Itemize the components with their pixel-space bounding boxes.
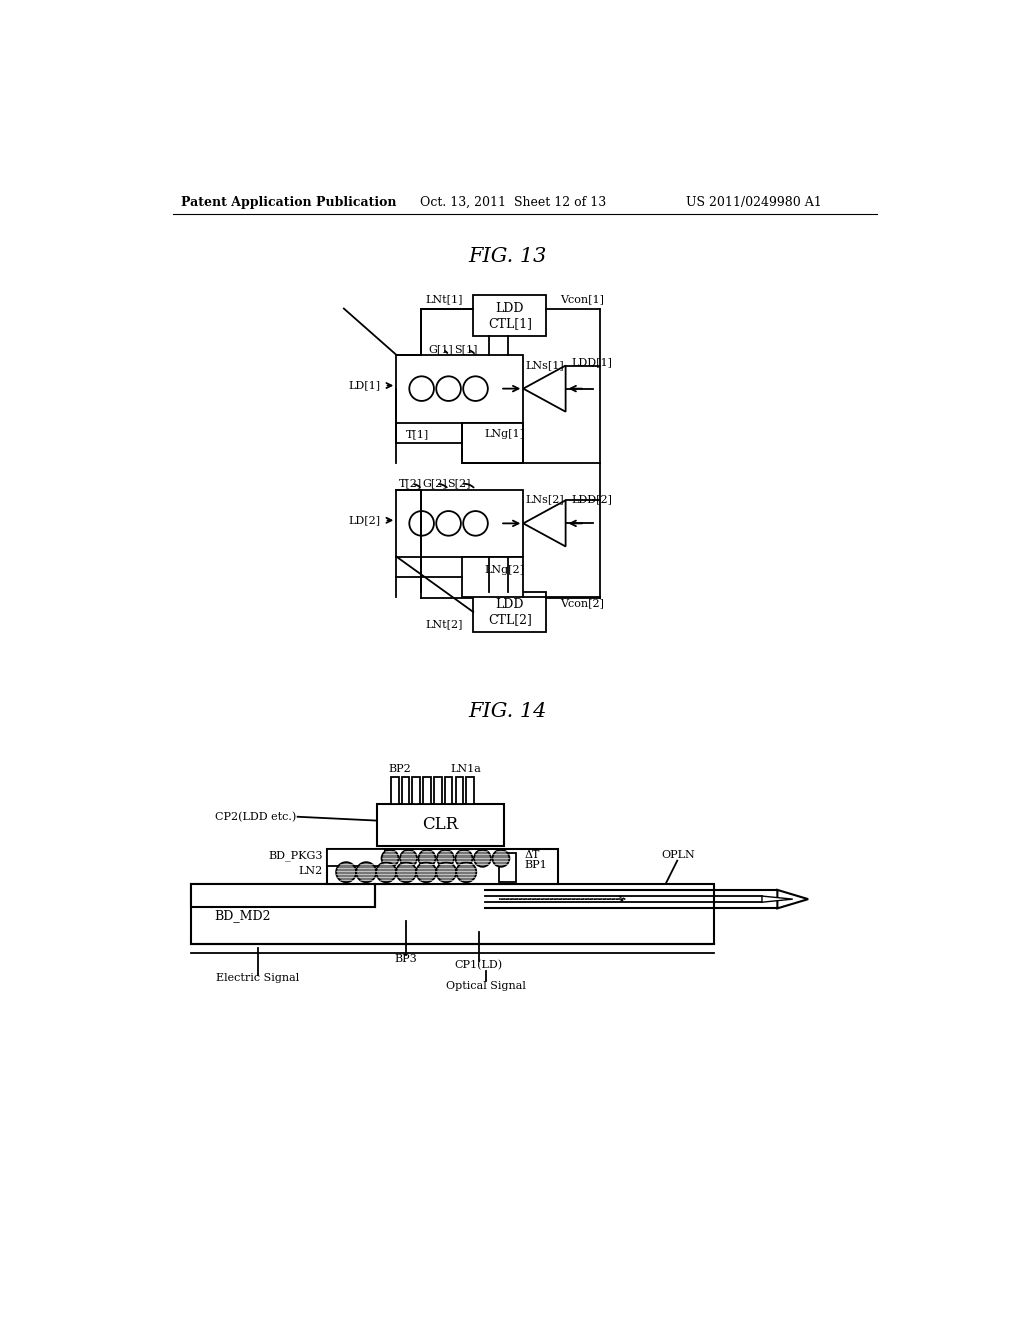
Bar	[473, 296, 547, 335]
Text: BP2: BP2	[389, 764, 412, 774]
Circle shape	[474, 850, 490, 867]
Circle shape	[457, 862, 476, 882]
Bar	[377, 804, 504, 846]
Text: ΔT: ΔT	[524, 850, 541, 861]
Text: LDD[1]: LDD[1]	[571, 358, 612, 367]
Text: G[2]: G[2]	[422, 478, 447, 488]
Bar	[456, 776, 463, 804]
Bar	[190, 884, 714, 944]
Text: S[2]: S[2]	[447, 478, 471, 488]
Text: BD_PKG3: BD_PKG3	[268, 850, 323, 861]
Bar	[434, 776, 441, 804]
Text: CTL[1]: CTL[1]	[487, 317, 531, 330]
Text: LNg[2]: LNg[2]	[484, 565, 524, 576]
Text: Electric Signal: Electric Signal	[216, 973, 299, 983]
Text: BP3: BP3	[395, 954, 418, 964]
Text: LNt[1]: LNt[1]	[426, 294, 463, 305]
Text: CTL[2]: CTL[2]	[487, 612, 531, 626]
Text: Oct. 13, 2011  Sheet 12 of 13: Oct. 13, 2011 Sheet 12 of 13	[420, 195, 606, 209]
Circle shape	[436, 862, 457, 882]
Bar	[413, 776, 420, 804]
Circle shape	[437, 850, 454, 867]
Circle shape	[356, 862, 376, 882]
Bar	[327, 849, 385, 866]
Circle shape	[396, 862, 416, 882]
Bar	[396, 355, 523, 422]
Text: LNg[1]: LNg[1]	[484, 429, 524, 440]
Text: LN2: LN2	[299, 866, 323, 875]
Text: OPLN: OPLN	[662, 850, 695, 861]
Circle shape	[336, 862, 356, 882]
Bar	[423, 776, 431, 804]
Text: LDD[2]: LDD[2]	[571, 495, 612, 504]
Bar	[462, 422, 523, 462]
Text: Vcon[1]: Vcon[1]	[560, 294, 604, 305]
Circle shape	[493, 850, 509, 867]
Text: LNs[1]: LNs[1]	[525, 360, 564, 370]
Circle shape	[416, 862, 436, 882]
Polygon shape	[762, 896, 793, 903]
Text: BP1: BP1	[524, 861, 548, 870]
Text: FIG. 13: FIG. 13	[469, 247, 547, 267]
Text: T[1]: T[1]	[407, 429, 429, 440]
Bar	[444, 776, 453, 804]
Text: CP2(LDD etc.): CP2(LDD etc.)	[215, 812, 296, 822]
Text: G[1]: G[1]	[428, 345, 454, 354]
Text: FIG. 14: FIG. 14	[469, 702, 547, 721]
Text: Vcon[2]: Vcon[2]	[560, 598, 604, 609]
Circle shape	[400, 850, 417, 867]
Bar	[391, 776, 398, 804]
Text: LDD: LDD	[496, 302, 524, 315]
Bar	[401, 776, 410, 804]
Polygon shape	[777, 890, 808, 908]
Text: LNt[2]: LNt[2]	[426, 619, 463, 630]
Bar	[462, 557, 523, 597]
Text: CP1(LD): CP1(LD)	[455, 960, 503, 970]
Bar	[466, 776, 474, 804]
Text: S[1]: S[1]	[454, 345, 477, 354]
Text: LN1a: LN1a	[451, 764, 481, 774]
Bar	[190, 884, 376, 907]
Text: CLR: CLR	[423, 816, 459, 833]
Bar	[473, 591, 547, 632]
Text: US 2011/0249980 A1: US 2011/0249980 A1	[686, 195, 822, 209]
Text: LNs[2]: LNs[2]	[525, 495, 564, 504]
Circle shape	[419, 850, 435, 867]
Bar	[499, 853, 515, 882]
Text: LDD: LDD	[496, 598, 524, 611]
Bar	[396, 490, 523, 557]
Text: Patent Application Publication: Patent Application Publication	[180, 195, 396, 209]
Text: LD[2]: LD[2]	[349, 515, 381, 525]
Bar	[327, 849, 558, 884]
Circle shape	[382, 850, 398, 867]
Circle shape	[376, 862, 396, 882]
Circle shape	[456, 850, 472, 867]
Text: Optical Signal: Optical Signal	[446, 981, 526, 991]
Text: LD[1]: LD[1]	[349, 380, 381, 391]
Text: BD_MD2: BD_MD2	[215, 909, 271, 923]
Text: T[2]: T[2]	[398, 478, 422, 488]
